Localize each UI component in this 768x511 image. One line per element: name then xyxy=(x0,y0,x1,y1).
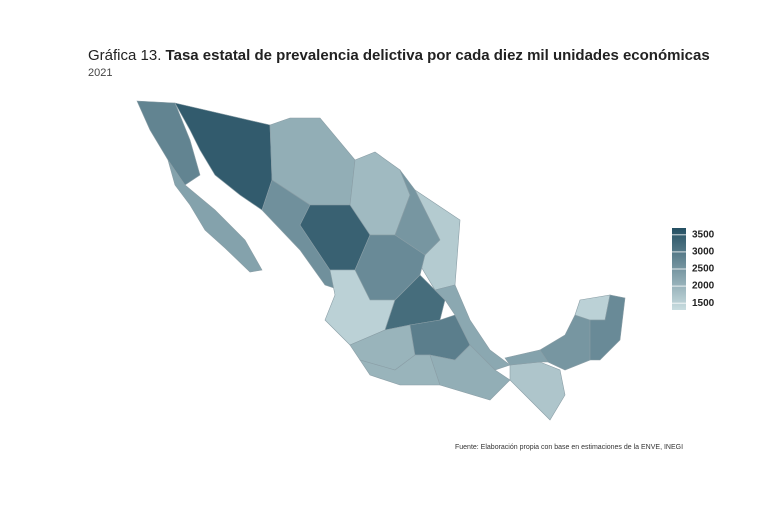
colorbar-label: 3500 xyxy=(692,229,715,240)
colorbar-label: 2500 xyxy=(692,264,715,275)
state xyxy=(539,314,591,371)
state xyxy=(434,284,511,371)
subtitle: 2021 xyxy=(88,67,113,79)
title: Gráfica 13. Tasa estatal de prevalencia … xyxy=(88,47,710,64)
state xyxy=(589,294,626,361)
state xyxy=(167,159,263,273)
state xyxy=(429,344,511,401)
state xyxy=(509,361,566,421)
state xyxy=(136,100,201,186)
colorbar-label: 3000 xyxy=(692,247,715,258)
title-prefix: Gráfica 13. xyxy=(88,47,162,64)
source-note: Fuente: Elaboración propia con base en e… xyxy=(455,444,684,451)
colorbar-label: 1500 xyxy=(692,298,715,309)
colorbar-label: 2000 xyxy=(692,281,715,292)
state xyxy=(414,189,461,291)
state xyxy=(504,349,549,366)
state xyxy=(574,294,611,321)
title-main: Tasa estatal de prevalencia delictiva po… xyxy=(165,47,710,64)
